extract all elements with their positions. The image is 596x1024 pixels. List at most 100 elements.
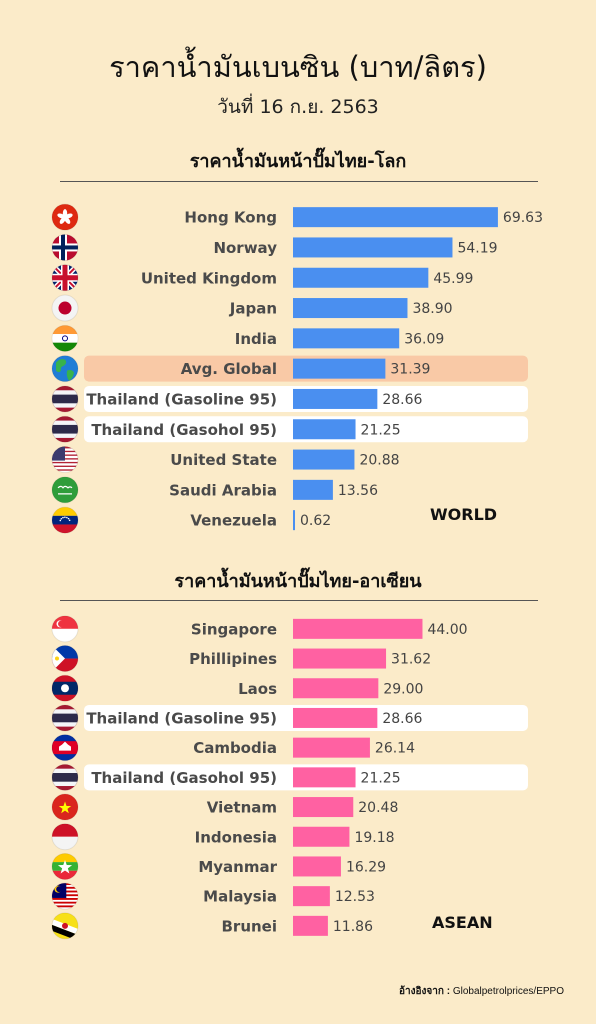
myanmar-flag-icon: [51, 852, 79, 880]
bar: [293, 328, 400, 349]
bar: [293, 767, 356, 788]
category-label: Norway: [213, 239, 277, 257]
chart-row: Phillipines 31.62: [51, 645, 431, 673]
value-label: 38.90: [412, 301, 452, 317]
category-label: Laos: [238, 680, 277, 698]
value-label: 31.62: [391, 652, 431, 668]
world-divider: [60, 181, 538, 182]
bar: [293, 678, 379, 699]
category-label: Thailand (Gasoline 95): [86, 390, 277, 408]
bar: [293, 419, 356, 440]
value-label: 11.86: [333, 919, 373, 935]
bar: [293, 449, 355, 470]
value-label: 19.18: [354, 830, 394, 846]
category-label: Singapore: [191, 620, 277, 638]
chart-row: Thailand (Gasohol 95) 21.25: [51, 763, 528, 791]
bar: [293, 267, 429, 288]
asean-section-title: ราคาน้ำมันหน้าปั๊มไทย-อาเซียน: [174, 571, 422, 592]
united-states-flag-icon: [51, 446, 79, 474]
source-text: Globalpetrolprices/EPPO: [452, 986, 564, 997]
laos-flag-icon: [51, 674, 79, 702]
bar: [293, 826, 350, 847]
category-label: Thailand (Gasohol 95): [91, 421, 277, 439]
chart-row: Vietnam 20.48: [51, 793, 398, 821]
bar: [293, 207, 498, 228]
value-label: 12.53: [335, 889, 375, 905]
bar: [293, 737, 370, 758]
chart-row: Venezuela 0.62: [51, 506, 331, 534]
vietnam-flag-icon: [51, 793, 79, 821]
united-kingdom-flag-icon: [51, 264, 79, 292]
chart-row: Norway 54.19: [51, 233, 498, 261]
source-label: อ้างอิงจาก :: [399, 986, 451, 997]
saudi-arabia-flag-icon: [51, 476, 79, 504]
value-label: 20.88: [359, 453, 399, 469]
chart-row: Indonesia 19.18: [51, 823, 395, 851]
category-label: Japan: [229, 300, 277, 318]
category-label: Hong Kong: [184, 209, 277, 227]
bar: [293, 618, 423, 639]
value-label: 16.29: [346, 859, 386, 875]
bar: [293, 797, 354, 818]
value-label: 21.25: [361, 422, 401, 438]
india-flag-icon: [51, 324, 79, 352]
value-label: 36.09: [404, 331, 444, 347]
chart-row: Thailand (Gasohol 95) 21.25: [51, 415, 528, 443]
value-label: 21.25: [361, 770, 401, 786]
value-label: 54.19: [457, 240, 497, 256]
category-label: Venezuela: [190, 512, 277, 530]
chart-row: Japan 38.90: [51, 294, 453, 322]
category-label: Indonesia: [195, 828, 277, 846]
bar: [293, 856, 341, 877]
chart-row: Laos 29.00: [51, 674, 423, 702]
category-label: Brunei: [221, 917, 277, 935]
category-label: United State: [170, 451, 277, 469]
category-label: India: [235, 330, 277, 348]
chart-row: Cambodia 26.14: [51, 734, 415, 762]
philippines-flag-icon: [51, 645, 79, 673]
thailand-flag-icon: [51, 763, 79, 791]
thailand-flag-icon: [51, 415, 79, 443]
category-label: Vietnam: [207, 799, 277, 817]
thailand-flag-icon: [51, 704, 79, 732]
asean-tag: ASEAN: [432, 913, 493, 932]
bar: [293, 510, 295, 531]
value-label: 45.99: [433, 271, 473, 287]
category-label: Avg. Global: [181, 360, 277, 378]
chart-row: United State 20.88: [51, 446, 400, 474]
value-label: 0.62: [300, 513, 331, 529]
value-label: 44.00: [427, 622, 467, 638]
category-label: Thailand (Gasohol 95): [91, 769, 277, 787]
world-section-title: ราคาน้ำมันหน้าปั๊มไทย-โลก: [189, 151, 407, 172]
value-label: 69.63: [503, 210, 543, 226]
value-label: 28.66: [382, 711, 422, 727]
chart-row: Myanmar 16.29: [51, 852, 386, 880]
value-label: 29.00: [383, 681, 423, 697]
chart-row: Malaysia 12.53: [51, 882, 375, 910]
category-label: Thailand (Gasoline 95): [86, 709, 277, 727]
chart-row: Brunei 11.86: [51, 912, 373, 940]
bar: [293, 886, 330, 907]
category-label: Phillipines: [189, 650, 277, 668]
value-label: 28.66: [382, 392, 422, 408]
japan-flag-icon: [51, 294, 79, 322]
category-label: Malaysia: [203, 888, 277, 906]
thailand-flag-icon: [51, 385, 79, 413]
value-label: 13.56: [338, 483, 378, 499]
norway-flag-icon: [51, 233, 79, 261]
chart-row: Thailand (Gasoline 95) 28.66: [51, 704, 528, 732]
value-label: 26.14: [375, 741, 415, 757]
category-label: Cambodia: [193, 739, 277, 757]
category-label: United Kingdom: [141, 269, 277, 287]
page-title: ราคาน้ำมันเบนซิน (บาท/ลิตร): [109, 50, 487, 84]
world-chart: Hong Kong 69.63 Norway 54.19 United Kingdom 4…: [51, 203, 543, 534]
chart-row: Saudi Arabia 13.56: [51, 476, 378, 504]
bar: [293, 358, 386, 379]
hong-kong-flag-icon: [51, 203, 79, 231]
brunei-flag-icon: [51, 912, 79, 940]
cambodia-flag-icon: [51, 734, 79, 762]
bar: [293, 479, 333, 500]
asean-chart: Singapore 44.00 Phillipines 31.62 Laos 29.00 T…: [51, 615, 528, 940]
chart-row: India 36.09: [51, 324, 444, 352]
bar: [293, 648, 387, 669]
